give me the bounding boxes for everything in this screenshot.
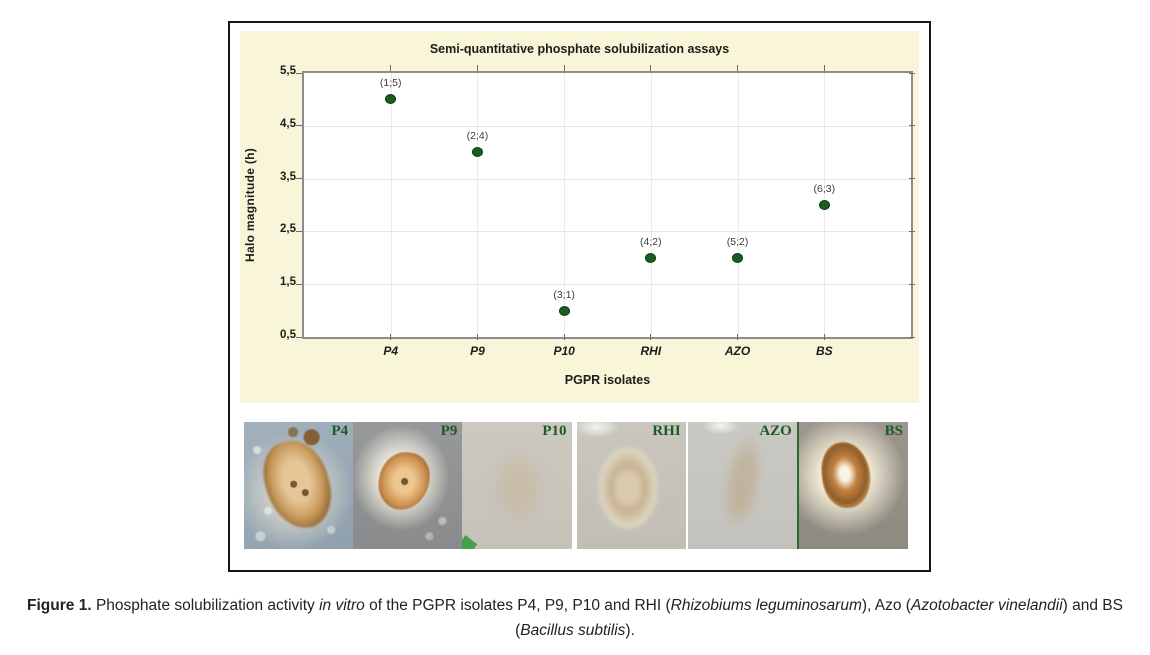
point-label: (1;5) <box>379 77 402 90</box>
photo-label: BS <box>884 423 904 439</box>
gridline-vertical <box>390 73 392 337</box>
data-point <box>818 200 830 210</box>
y-tick <box>909 178 915 180</box>
y-tick <box>909 336 915 338</box>
gridline-vertical <box>737 73 739 337</box>
x-tick <box>563 334 565 340</box>
y-tick <box>296 230 302 232</box>
point-label: (3;1) <box>553 288 575 301</box>
x-tick <box>823 334 825 340</box>
colony-photo-p4: P4 <box>244 422 354 549</box>
caption-species-1: Rhizobiums leguminosarum <box>670 597 862 614</box>
y-tick-label: 4,5 <box>280 117 296 130</box>
colony-blob <box>492 449 546 524</box>
y-tick-label: 5,5 <box>280 65 296 77</box>
y-tick <box>296 336 302 338</box>
colony-blob <box>598 447 659 529</box>
colony-photo-azo: AZO <box>687 422 797 549</box>
point-label: (5;2) <box>726 235 749 248</box>
photo-label: AZO <box>759 423 792 439</box>
figure-box: Semi-quantitative phosphate solubilizati… <box>228 21 931 572</box>
chart-panel: Semi-quantitative phosphate solubilizati… <box>240 31 919 403</box>
x-tick <box>476 65 478 71</box>
x-tick <box>737 334 739 340</box>
caption-in-vitro: in vitro <box>319 597 365 614</box>
data-point <box>471 147 483 158</box>
x-tick <box>737 65 739 71</box>
x-tick <box>823 65 825 71</box>
figure-caption: Figure 1. Phosphate solubilization activ… <box>0 594 1150 644</box>
caption-text: Phosphate solubilization activity <box>91 597 320 614</box>
colony-photo-rhi: RHI <box>576 422 686 549</box>
photo-label: P9 <box>440 423 458 439</box>
y-tick <box>296 125 302 127</box>
gridline-horizontal <box>304 284 911 286</box>
x-tick <box>390 65 392 71</box>
colony-specks <box>285 472 314 501</box>
y-tick <box>909 283 915 285</box>
y-tick <box>296 283 302 285</box>
gridline-horizontal <box>304 125 911 127</box>
plot-area: 5,5 4,5 3,5 2,5 1,5 0,5 P4 P9 P10 RHI AZO BS (1;5) (2… <box>280 65 915 358</box>
data-point <box>385 94 397 105</box>
x-axis-title: PGPR isolates <box>564 373 651 387</box>
caption-text: of the PGPR isolates P4, P9, P10 and RHI… <box>364 597 671 614</box>
photo-label: P4 <box>331 423 349 439</box>
point-label: (2;4) <box>466 130 489 143</box>
x-tick <box>476 334 478 340</box>
caption-text: ), Azo ( <box>861 597 911 614</box>
point-label: (6;3) <box>813 183 836 195</box>
caption-text: ) and BS ( <box>515 597 1123 639</box>
x-tick <box>650 334 652 340</box>
y-tick <box>909 230 915 232</box>
y-tick <box>909 125 915 127</box>
gridline-horizontal <box>304 178 911 180</box>
data-point <box>645 252 657 263</box>
colony-specks <box>396 470 417 494</box>
y-tick <box>909 72 915 74</box>
x-tick <box>650 65 652 71</box>
colony-photo-p9: P9 <box>353 422 463 549</box>
photo-label: P10 <box>542 423 567 439</box>
gridline-vertical <box>477 73 479 337</box>
x-tick <box>390 334 392 340</box>
y-tick <box>296 72 302 74</box>
gridline-vertical <box>564 73 566 337</box>
green-clip-mark <box>462 535 478 549</box>
y-axis-title: Halo magnitude (h) <box>243 147 257 263</box>
gridline-vertical <box>650 73 652 337</box>
caption-species-3: Bacillus subtilis <box>520 621 626 639</box>
photo-strip: P4 P9 P10 RHI AZO BS <box>244 422 909 549</box>
colony-blob <box>716 432 768 531</box>
caption-text: ). <box>625 621 635 639</box>
x-tick-label: P4 <box>383 344 399 358</box>
data-point <box>558 305 570 316</box>
y-tick <box>296 178 302 180</box>
x-tick-label: P10 <box>553 344 575 358</box>
y-tick-label: 2,5 <box>280 223 296 236</box>
chart-title: Semi-quantitative phosphate solubilizati… <box>429 42 730 56</box>
x-tick <box>563 65 565 71</box>
x-tick-label: AZO <box>724 344 751 358</box>
colony-photo-bs: BS <box>796 422 909 549</box>
x-tick-label: BS <box>815 344 833 358</box>
colony-blob <box>817 439 874 512</box>
caption-species-2: Azotobacter vinelandii <box>910 597 1063 614</box>
photo-label: RHI <box>652 423 681 439</box>
x-tick-label: P9 <box>470 344 485 358</box>
y-tick-label: 1,5 <box>280 276 296 289</box>
gridline-horizontal <box>304 231 911 233</box>
x-tick-label: RHI <box>640 344 662 358</box>
point-label: (4;2) <box>640 235 662 248</box>
colony-photo-p10: P10 <box>462 422 572 549</box>
y-tick-label: 0,5 <box>280 329 296 341</box>
y-tick-label: 3,5 <box>280 170 296 183</box>
caption-figure-number: Figure 1. <box>27 597 92 614</box>
data-point <box>732 252 744 263</box>
